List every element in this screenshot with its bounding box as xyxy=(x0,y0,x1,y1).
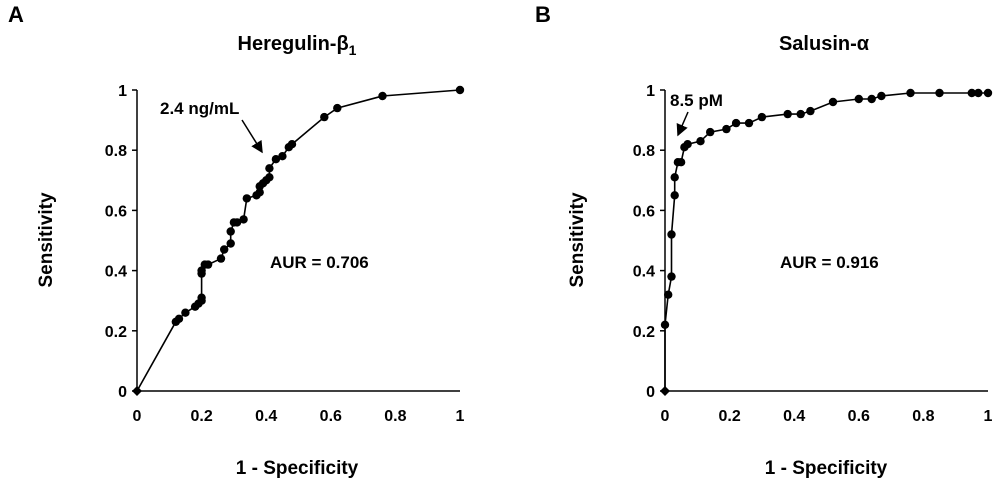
panel-a-ytick-label: 0.8 xyxy=(105,143,127,160)
panel-b-ylabel: Sensitivity xyxy=(567,192,588,287)
panel-a-data-point xyxy=(287,140,297,149)
panel-a-data-point xyxy=(216,254,226,263)
panel-a-data-point xyxy=(265,164,274,173)
panel-b-data-point xyxy=(854,94,863,104)
panel-b-annotation-arrow xyxy=(676,111,689,137)
panel-a-data-point xyxy=(226,239,235,248)
panel-b-data-point xyxy=(696,137,705,146)
panel-b-title: Salusin-α xyxy=(779,33,870,55)
panel-b-letter: B xyxy=(535,2,551,27)
panel-a-points xyxy=(132,85,465,396)
panel-b-annotation: 8.5 pM xyxy=(670,91,723,110)
panel-a-data-point xyxy=(197,293,206,302)
panel-a-data-point xyxy=(174,314,184,323)
panel-b-data-point xyxy=(877,91,886,101)
panel-b-xtick-label: 0.6 xyxy=(848,408,870,425)
panel-b-data-point xyxy=(783,109,792,119)
panel-a-letter: A xyxy=(8,2,24,27)
panel-b-points xyxy=(660,88,993,396)
panel-a-xtick-label: 1 xyxy=(456,408,465,425)
panel-b-xtick-label: 0.4 xyxy=(783,408,805,425)
panel-b-ytick-label: 0.6 xyxy=(633,203,655,220)
panel-b-xtick-label: 1 xyxy=(984,408,993,425)
panel-b-data-point xyxy=(906,88,915,98)
panel-a-ylabel: Sensitivity xyxy=(36,192,57,287)
panel-a-xtick-label: 0.8 xyxy=(384,408,406,425)
panel-a-data-point xyxy=(455,85,465,95)
panel-a-ticks: 0 0.2 0.4 0.6 0.8 1 0 0.2 0.4 0.6 0.8 1 xyxy=(105,83,465,425)
panel-b-data-point xyxy=(706,127,715,137)
panel-b-data-point xyxy=(722,124,731,134)
panel-b-data-point xyxy=(664,290,673,299)
panel-b-data-point xyxy=(806,106,815,116)
panel-b-data-point xyxy=(867,94,876,104)
panel-b-ytick-label: 0.2 xyxy=(633,324,655,341)
panel-a-data-point xyxy=(239,215,248,224)
panel-a-data-point xyxy=(320,112,329,122)
panel-b-data-point xyxy=(676,158,686,167)
panel-b-data-point xyxy=(731,118,741,128)
panel-b-xtick-label: 0.8 xyxy=(912,408,934,425)
panel-b: B Salusin-α 1 - Specificity Sensitivity … xyxy=(535,2,993,479)
panel-b-data-point xyxy=(744,118,754,128)
panel-b-ticks: 0 0.2 0.4 0.6 0.8 1 0 0.2 0.4 0.6 0.8 1 xyxy=(633,83,993,425)
panel-b-xtick-label: 0.2 xyxy=(718,408,740,425)
panel-b-ytick-label: 0 xyxy=(646,384,655,401)
panel-b-data-point xyxy=(683,140,692,149)
panel-b-xlabel: 1 - Specificity xyxy=(765,458,888,479)
panel-a-ytick-label: 0 xyxy=(118,384,127,401)
panel-a-data-point xyxy=(278,152,287,161)
panel-a-data-point xyxy=(203,260,213,269)
panel-b-roc-line xyxy=(664,92,988,391)
panel-a-auc: AUR = 0.706 xyxy=(270,253,369,272)
panel-a-data-point xyxy=(220,245,229,254)
panel-b-data-point xyxy=(757,112,767,122)
panel-a: A Heregulin-β1 1 - Specificity Sensitivi… xyxy=(8,2,465,479)
panel-a-ytick-label: 1 xyxy=(118,83,127,100)
panel-a-data-point xyxy=(271,155,281,164)
panel-a-data-point xyxy=(181,308,190,317)
panel-a-ytick-label: 0.6 xyxy=(105,203,127,220)
panel-a-data-point xyxy=(226,227,235,236)
panel-b-data-point xyxy=(667,230,676,239)
panel-b-data-point xyxy=(670,191,679,200)
panel-a-data-point xyxy=(132,386,142,396)
panel-b-ytick-label: 1 xyxy=(646,83,655,100)
panel-a-xtick-label: 0.6 xyxy=(320,408,342,425)
panel-b-xtick-label: 0 xyxy=(661,408,670,425)
panel-b-auc: AUR = 0.916 xyxy=(780,253,879,272)
panel-b-data-point xyxy=(967,88,976,98)
panel-b-data-point xyxy=(667,272,676,281)
panel-b-ytick-label: 0.4 xyxy=(633,264,655,281)
panel-b-ytick-label: 0.8 xyxy=(633,143,655,160)
panel-b-data-point xyxy=(796,109,805,119)
panel-b-data-point xyxy=(828,97,838,107)
panel-b-data-point xyxy=(660,320,670,329)
panel-a-ytick-label: 0.4 xyxy=(105,264,127,281)
panel-a-ytick-label: 0.2 xyxy=(105,324,127,341)
panel-a-data-point xyxy=(255,188,264,197)
panel-a-annotation: 2.4 ng/mL xyxy=(160,99,239,118)
panel-a-data-point xyxy=(265,173,274,182)
panel-a-data-point xyxy=(242,194,251,203)
panel-b-data-point xyxy=(935,88,944,98)
panel-a-data-point xyxy=(333,103,342,113)
panel-a-roc-line xyxy=(136,89,461,392)
panel-b-data-point xyxy=(974,88,983,98)
panel-a-annotation-arrow xyxy=(241,119,263,154)
panel-a-xtick-label: 0.2 xyxy=(190,408,212,425)
panel-a-data-point xyxy=(378,91,387,101)
panel-a-title: Heregulin-β1 xyxy=(238,33,357,58)
panel-b-data-point xyxy=(983,88,993,98)
panel-a-xtick-label: 0 xyxy=(133,408,142,425)
panel-a-xlabel: 1 - Specificity xyxy=(236,458,359,479)
panel-a-data-point xyxy=(232,218,242,227)
panel-b-data-point xyxy=(660,386,670,396)
panel-a-xtick-label: 0.4 xyxy=(255,408,277,425)
panel-b-data-point xyxy=(670,173,679,182)
